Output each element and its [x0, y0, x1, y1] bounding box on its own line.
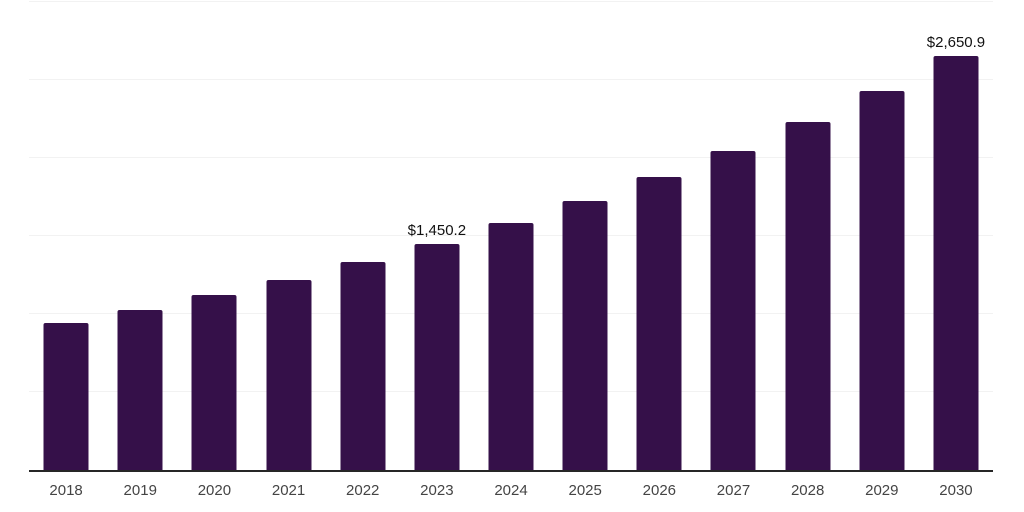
- bar-band-2020: [177, 2, 251, 470]
- x-tick-2020: 2020: [197, 482, 232, 499]
- bar-band-2023: $1,450.2: [400, 2, 474, 470]
- bar-2022: [340, 262, 386, 470]
- data-label-2030: $2,650.9: [926, 34, 986, 52]
- bar-2019: [117, 309, 163, 470]
- bar-band-2028: [771, 2, 845, 470]
- x-tick-2025: 2025: [568, 482, 602, 499]
- bar-band-2029: [845, 2, 919, 470]
- bar-band-2019: [103, 2, 177, 470]
- x-tick-2021: 2021: [271, 482, 306, 499]
- bar-band-2027: [696, 2, 770, 470]
- gridline-2500: [29, 79, 993, 80]
- x-tick-2030: 2030: [939, 482, 973, 499]
- bar-2021: [266, 279, 312, 470]
- x-tick-2028: 2028: [790, 482, 825, 499]
- bar-2028: [785, 121, 831, 470]
- bar-2023: [414, 243, 460, 470]
- x-tick-2024: 2024: [494, 482, 528, 499]
- bars-row: $1,450.2 $2,650.9: [29, 2, 993, 470]
- bar-band-2021: [251, 2, 325, 470]
- bar-2027: [710, 150, 756, 470]
- x-tick-2026: 2026: [642, 482, 677, 499]
- bar-2026: [636, 177, 682, 470]
- bar-band-2025: [548, 2, 622, 470]
- plot-area: $1,450.2 $2,650.9: [29, 1, 993, 472]
- bar-2024: [488, 223, 534, 470]
- bar-band-2022: [326, 2, 400, 470]
- x-axis-labels: 2018 2019 2020 2021 2022 2023 2024 2025 2026 2027…: [29, 483, 993, 499]
- bar-2030: [933, 56, 979, 470]
- bar-band-2026: [622, 2, 696, 470]
- gridline-3000: [29, 1, 993, 2]
- x-tick-2027: 2027: [716, 482, 751, 499]
- bar-2018: [43, 323, 89, 470]
- gridline-2000: [29, 157, 993, 158]
- bar-band-2018: [29, 2, 103, 470]
- bar-band-2024: [474, 2, 548, 470]
- bar-2025: [562, 201, 608, 470]
- x-tick-2019: 2019: [123, 482, 157, 499]
- x-tick-2023: 2023: [420, 482, 454, 499]
- x-tick-2022: 2022: [346, 482, 380, 499]
- bar-2020: [191, 295, 237, 470]
- x-tick-2018: 2018: [49, 482, 83, 499]
- data-label-2023: $1,450.2: [407, 221, 467, 239]
- bar-band-2030: $2,650.9: [919, 2, 993, 470]
- x-tick-2029: 2029: [865, 482, 899, 499]
- bar-2029: [859, 90, 905, 470]
